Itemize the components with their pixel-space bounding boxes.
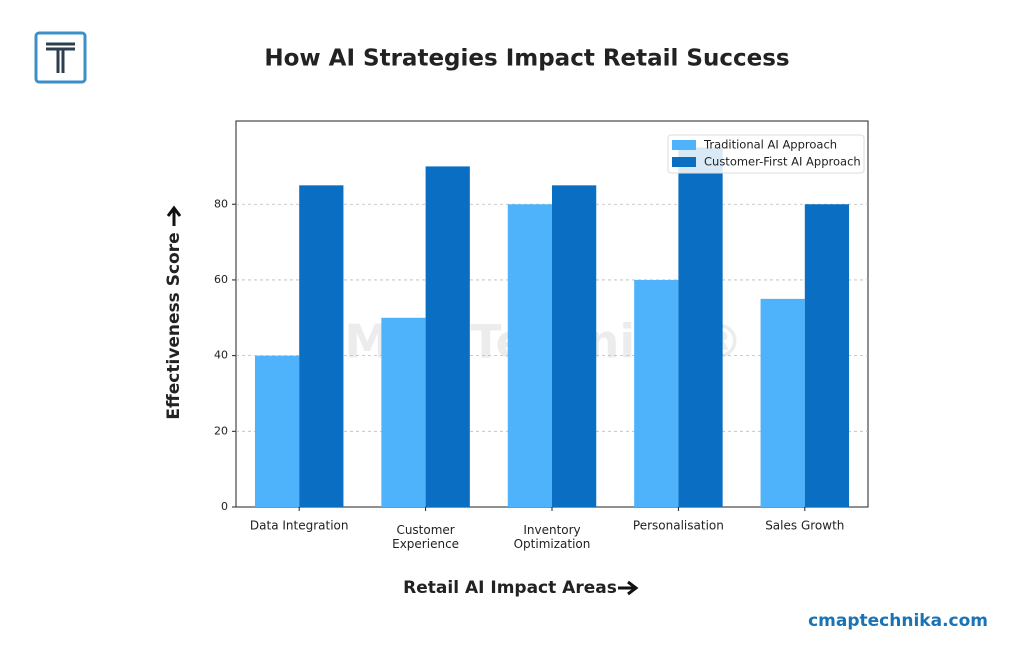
legend-box xyxy=(667,134,865,174)
bar xyxy=(507,204,552,508)
y-tick-label: 60 xyxy=(214,273,228,286)
bar xyxy=(678,147,723,508)
y-axis-label: Effectiveness Score xyxy=(164,232,184,419)
logo xyxy=(34,31,87,84)
legend-label: Customer-First AI Approach xyxy=(704,155,861,169)
x-tick-label: Inventory Optimization xyxy=(514,523,591,551)
bar xyxy=(381,317,426,507)
x-tick-label: Customer Experience xyxy=(392,523,459,551)
y-tick-label: 20 xyxy=(214,424,228,437)
y-tick-label: 80 xyxy=(214,197,228,210)
bar xyxy=(804,204,850,508)
legend-label: Traditional AI Approach xyxy=(703,138,837,152)
x-tick-label: Data Integration xyxy=(250,519,349,533)
y-tick-label: 40 xyxy=(214,349,228,362)
bar xyxy=(254,355,300,507)
chart-title: How AI Strategies Impact Retail Success xyxy=(264,46,789,72)
bar xyxy=(552,185,597,508)
bar xyxy=(634,279,679,507)
y-tick-label: 0 xyxy=(221,500,228,513)
y-arrow xyxy=(166,205,182,226)
legend-swatch xyxy=(672,157,696,167)
legend-swatch xyxy=(672,140,696,150)
bar xyxy=(760,298,805,507)
bar xyxy=(425,166,470,508)
x-axis-label: Retail AI Impact Areas xyxy=(403,578,617,598)
x-tick-label: Personalisation xyxy=(633,519,724,533)
x-arrow xyxy=(618,580,639,596)
bar xyxy=(299,185,344,508)
x-tick-label: Sales Growth xyxy=(765,519,844,533)
website: cmaptechnika.com xyxy=(808,611,988,631)
